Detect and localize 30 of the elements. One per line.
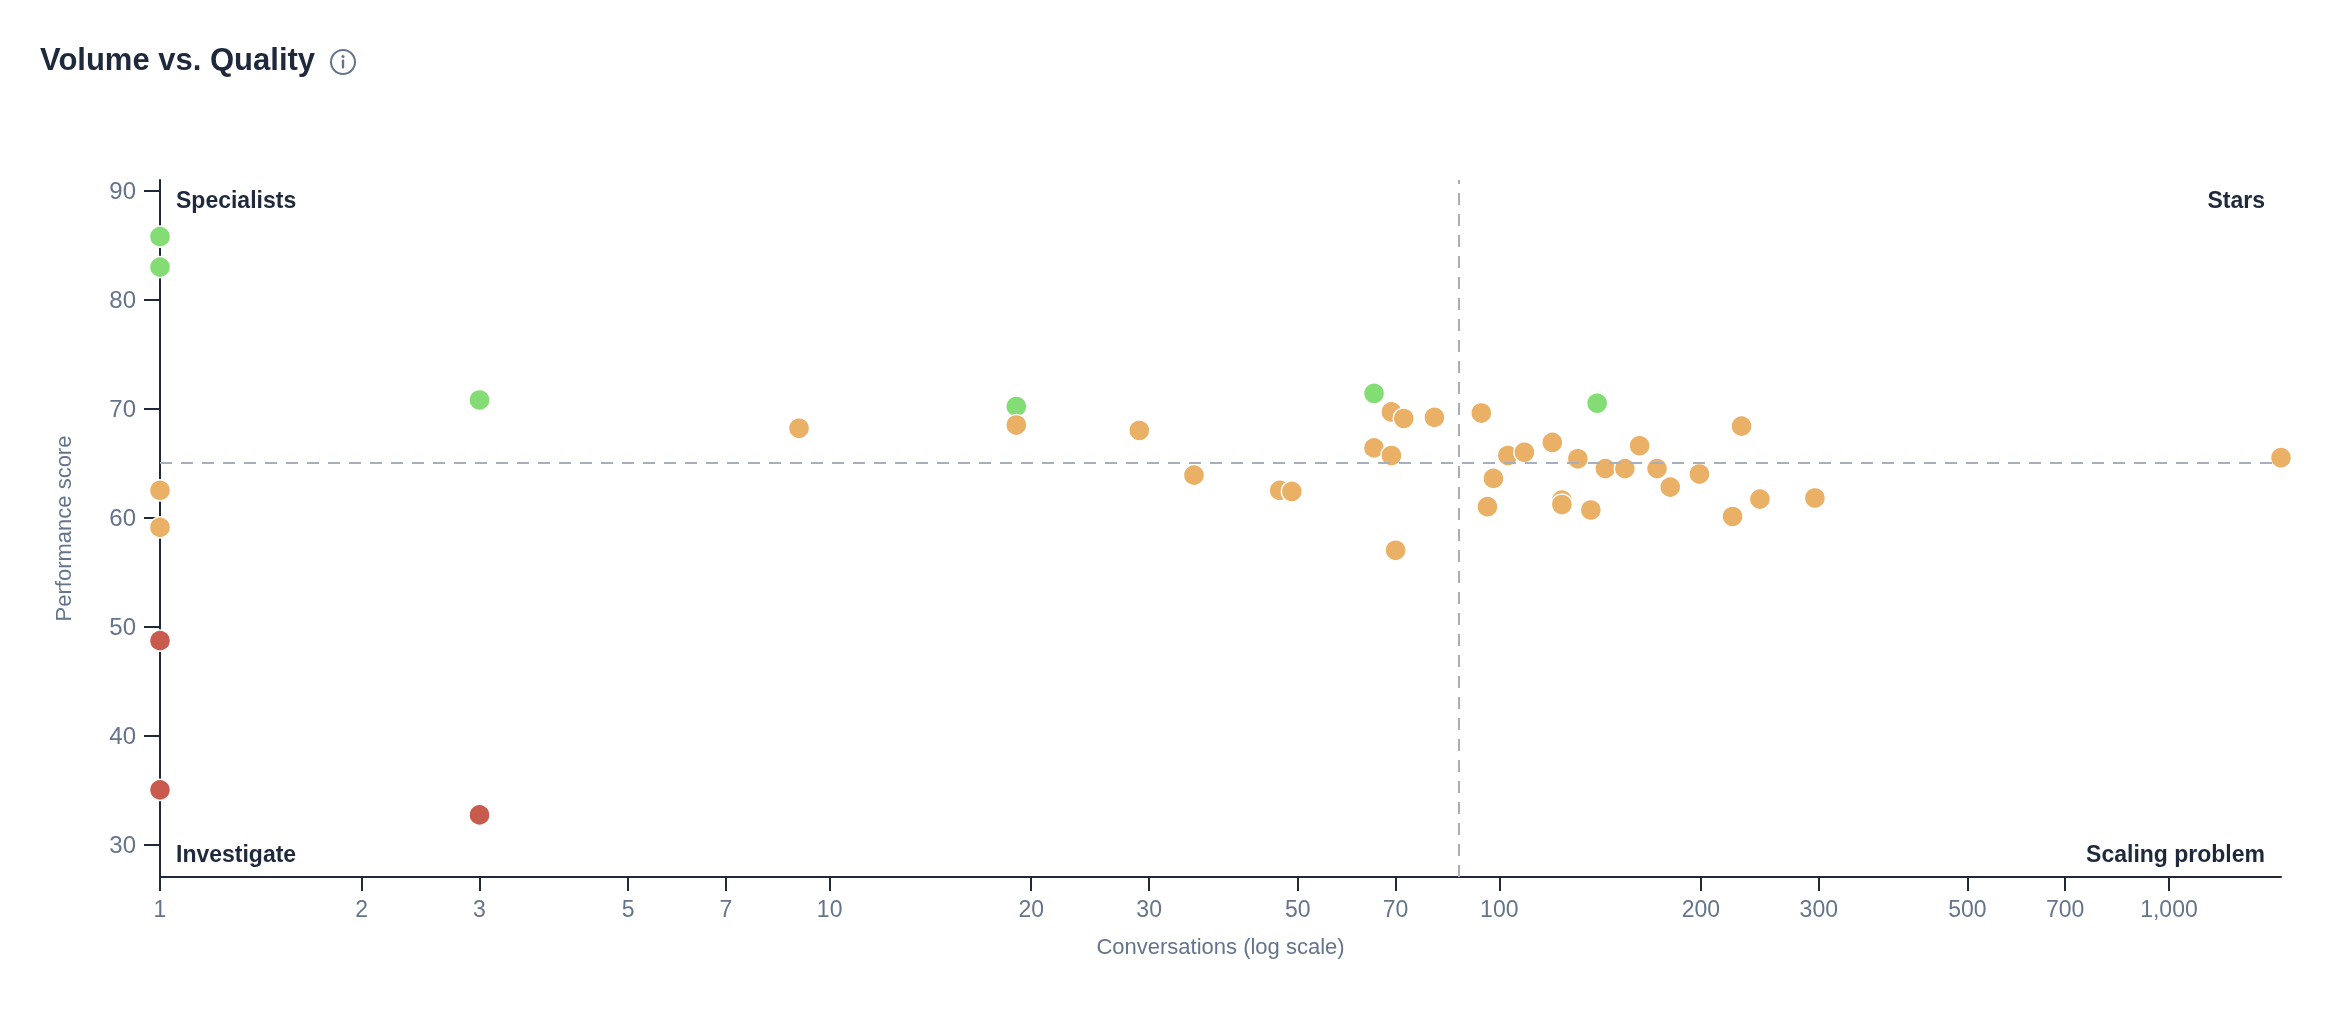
x-tick-label: 20 [1018, 895, 1045, 922]
x-tick-label: 50 [1284, 895, 1311, 922]
y-tick-label: 50 [109, 613, 136, 641]
chart-title: Volume vs. Quality [40, 41, 316, 79]
x-tick-label: 10 [816, 895, 843, 922]
x-tick-label: 500 [1948, 895, 1987, 922]
y-tick-label: 90 [109, 177, 136, 205]
x-tick-label: 70 [1382, 895, 1409, 922]
x-tick-label: 1 [153, 895, 167, 922]
y-axis-title: Performance score [50, 435, 76, 622]
x-tick-label: 5 [621, 895, 635, 922]
y-tick-label: 60 [109, 504, 136, 532]
x-tick-label: 200 [1681, 895, 1721, 922]
annotation: Scaling problem [2086, 840, 2266, 867]
x-tick-label: 7 [719, 895, 733, 922]
y-tick-label: 70 [109, 395, 136, 423]
x-tick-label: 30 [1136, 895, 1162, 922]
y-tick-label: 30 [109, 830, 136, 858]
x-tick-label: 700 [2046, 895, 2085, 922]
annotation: Stars [2207, 186, 2266, 213]
x-tick-label: 1,000 [2140, 895, 2198, 922]
x-axis-title: Conversations (log scale) [1096, 933, 1345, 959]
x-tick-label: 2 [355, 895, 368, 922]
annotation: Specialists [176, 186, 297, 213]
x-tick-label: 3 [473, 895, 486, 922]
annotation: Investigate [176, 840, 297, 867]
y-tick-label: 40 [109, 721, 136, 749]
x-tick-label: 100 [1480, 895, 1519, 922]
y-tick-label: 80 [109, 286, 136, 314]
x-tick-label: 300 [1799, 895, 1838, 922]
